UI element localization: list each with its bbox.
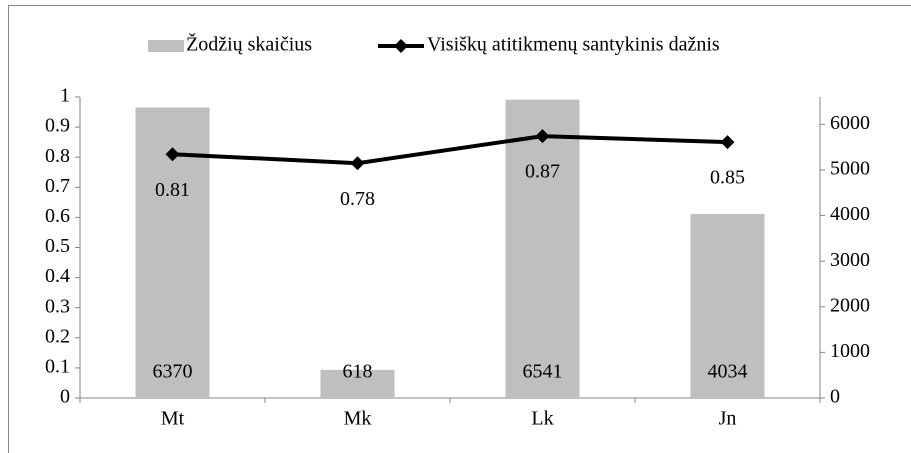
x-tick-label: Mk <box>344 408 372 430</box>
line-marker <box>535 129 550 144</box>
y-tick-label: 0.5 <box>45 235 70 257</box>
line-marker <box>720 135 735 150</box>
bar-value-label: 4034 <box>708 361 748 383</box>
y-tick-label: 0.4 <box>45 265 70 287</box>
line-marker <box>165 147 180 162</box>
line <box>172 134 728 166</box>
line-marker <box>350 156 365 171</box>
y-tick-label: 0.6 <box>45 205 70 227</box>
line-value-label: 0.85 <box>710 167 745 189</box>
y2-tick-label: 0 <box>830 386 840 408</box>
y2-tick-label: 5000 <box>830 158 870 180</box>
y-tick-label: 0 <box>60 386 70 408</box>
line-value-label: 0.87 <box>525 161 560 183</box>
y-tick-label: 0.2 <box>45 325 70 347</box>
y-tick-label: 0.1 <box>45 355 70 377</box>
legend-label: Žodžių skaičius <box>186 33 312 56</box>
legend-swatch <box>148 40 184 52</box>
legend-label: Visiškų atitikmenų santykinis dažnis <box>427 34 720 56</box>
bar <box>690 214 765 398</box>
line-value-label: 0.81 <box>155 179 190 201</box>
y-tick-label: 0.7 <box>45 175 70 197</box>
x-tick-label: Jn <box>719 408 737 430</box>
y2-tick-label: 4000 <box>830 203 870 225</box>
y-tick-label: 0.3 <box>45 295 70 317</box>
bar <box>320 369 395 398</box>
bar <box>505 99 580 398</box>
x-tick-label: Lk <box>531 408 553 430</box>
line-value-label: 0.78 <box>340 188 375 210</box>
bar-value-label: 6541 <box>523 361 563 383</box>
bar-value-label: 618 <box>343 361 373 383</box>
y2-tick-label: 6000 <box>830 112 870 134</box>
legend-marker <box>394 39 408 53</box>
x-tick-label: Mt <box>161 408 185 430</box>
y-tick-label: 1 <box>60 85 70 107</box>
bar-value-label: 6370 <box>153 361 193 383</box>
y2-tick-label: 1000 <box>830 340 870 362</box>
y2-tick-label: 2000 <box>830 294 870 316</box>
y2-tick-label: 3000 <box>830 249 870 271</box>
y-tick-label: 0.8 <box>45 145 70 167</box>
y-tick-label: 0.9 <box>45 115 70 137</box>
